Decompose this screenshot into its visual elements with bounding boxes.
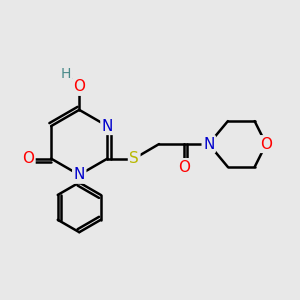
Text: N: N bbox=[74, 167, 85, 182]
Text: O: O bbox=[73, 80, 85, 94]
Text: S: S bbox=[129, 151, 139, 166]
Text: H: H bbox=[61, 67, 71, 80]
Text: O: O bbox=[260, 136, 272, 152]
Text: O: O bbox=[178, 160, 190, 175]
Text: N: N bbox=[203, 136, 214, 152]
Text: N: N bbox=[102, 118, 113, 134]
Text: O: O bbox=[22, 151, 34, 166]
